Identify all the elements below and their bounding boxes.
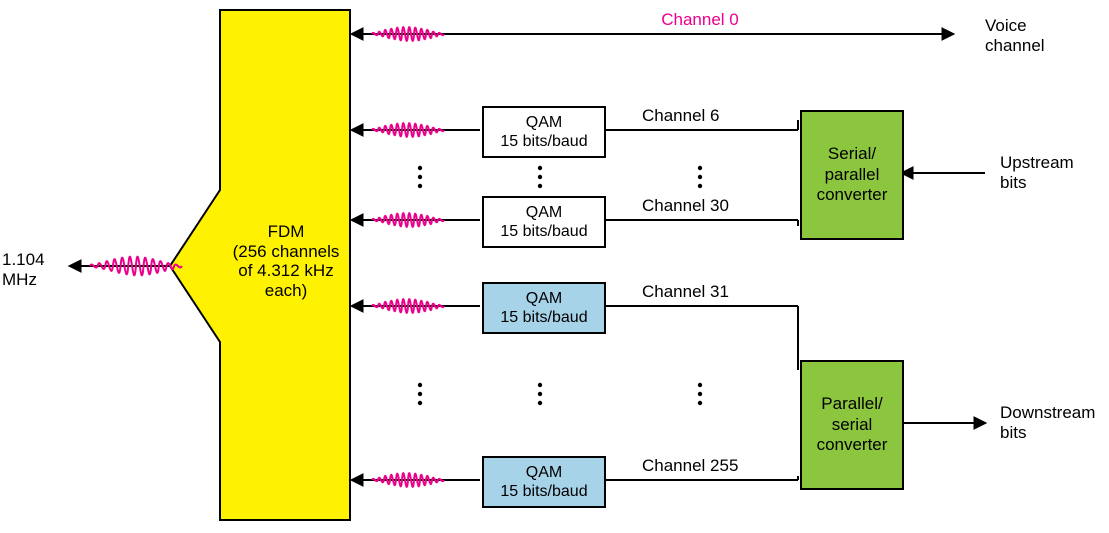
- voice-channel-label: Voicechannel: [985, 16, 1105, 55]
- output-freq-label: 1.104MHz: [2, 250, 62, 289]
- upstream-bits-label: Upstreambits: [1000, 153, 1109, 192]
- fdm-label: FDM(256 channelsof 4.312 kHzeach): [222, 222, 350, 300]
- channel-30-label: Channel 30: [642, 196, 782, 216]
- channel-6-qam: QAM15 bits/baud: [482, 106, 606, 158]
- channel-255-qam: QAM15 bits/baud: [482, 456, 606, 508]
- diagram-root: FDM(256 channelsof 4.312 kHzeach) 1.104MH…: [0, 0, 1109, 533]
- channel-255-label: Channel 255: [642, 456, 782, 476]
- serial-parallel-converter: Serial/parallelconverter: [800, 110, 904, 240]
- channel-31-label: Channel 31: [642, 282, 782, 302]
- downstream-bits-label: Downstreambits: [1000, 403, 1109, 442]
- channel-31-qam: QAM15 bits/baud: [482, 282, 606, 334]
- channel-30-qam: QAM15 bits/baud: [482, 196, 606, 248]
- channel-6-label: Channel 6: [642, 106, 782, 126]
- parallel-serial-converter: Parallel/serialconverter: [800, 360, 904, 490]
- channel-0-label: Channel 0: [640, 10, 760, 30]
